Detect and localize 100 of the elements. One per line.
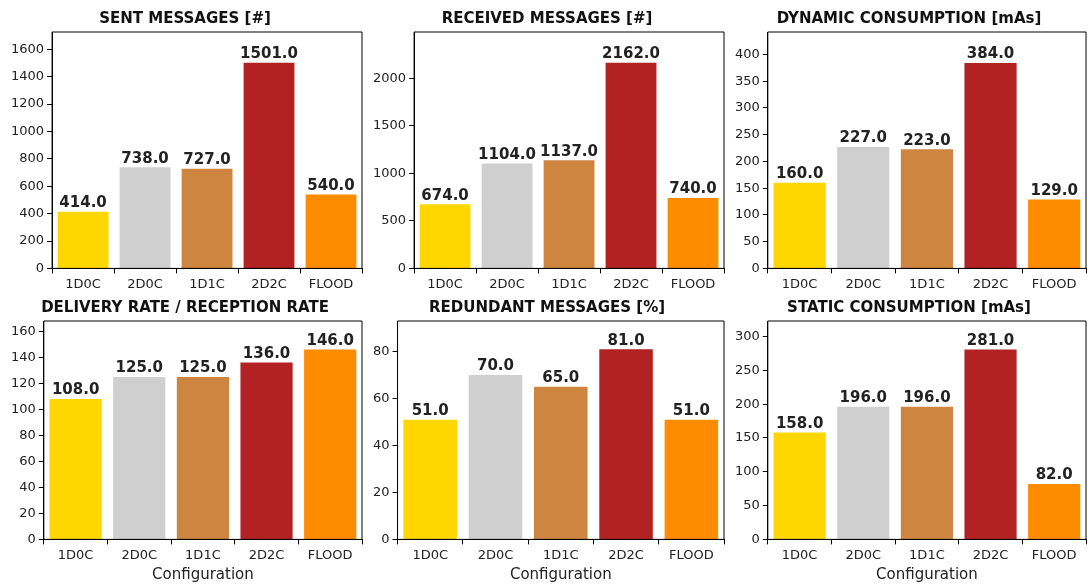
bar (773, 432, 826, 539)
bar (900, 406, 953, 539)
x-tick-label: 2D0C (121, 546, 158, 562)
y-tick-label: 1000 (10, 122, 45, 138)
y-tick-label: 120 (10, 374, 36, 390)
x-tick-label: 1D0C (412, 546, 449, 562)
y-tick-label: 1600 (10, 40, 45, 56)
bar (1028, 483, 1081, 539)
y-tick-label: 200 (19, 232, 45, 248)
y-tick-label: 250 (734, 126, 760, 142)
bar (304, 349, 357, 539)
bar (181, 168, 233, 268)
bar (403, 419, 457, 539)
bar (419, 204, 471, 268)
x-tick-label: 1D0C (781, 275, 818, 291)
data-label: 738.0 (121, 148, 169, 167)
data-label: 65.0 (542, 368, 580, 387)
x-tick-label: 1D1C (185, 546, 221, 562)
x-tick-label: 1D1C (909, 546, 945, 562)
bar (305, 194, 357, 268)
y-tick-label: 40 (19, 478, 36, 494)
data-label: 158.0 (775, 413, 824, 432)
x-tick-label: FLOOD (307, 546, 353, 562)
x-tick-label: 2D2C (248, 546, 285, 562)
data-label: 1137.0 (540, 141, 598, 160)
y-tick-label: 800 (19, 150, 45, 166)
chart-title: DYNAMIC CONSUMPTION [mAs] (776, 8, 1042, 27)
y-tick-label: 0 (381, 530, 390, 546)
x-tick-label: 1D1C (909, 275, 945, 291)
y-tick-label: 250 (734, 361, 760, 377)
bar (57, 211, 109, 268)
y-tick-label: 0 (751, 259, 760, 275)
data-label: 51.0 (411, 401, 449, 420)
y-tick-label: 0 (397, 259, 407, 275)
data-label: 196.0 (903, 388, 951, 407)
y-tick-label: 0 (27, 530, 36, 546)
data-label: 2162.0 (602, 44, 660, 63)
y-tick-label: 100 (10, 400, 36, 416)
x-tick-label: 1D0C (57, 546, 94, 562)
x-axis-title: Configuration (876, 564, 978, 583)
data-label: 414.0 (59, 193, 107, 212)
data-label: 125.0 (115, 358, 163, 377)
data-label: 740.0 (669, 179, 717, 198)
bar (1028, 199, 1081, 268)
y-tick-label: 400 (19, 204, 45, 220)
x-axis-title: Configuration (152, 564, 254, 583)
x-tick-label: 1D1C (551, 275, 587, 291)
bar (837, 146, 890, 268)
x-tick-label: 2D0C (845, 275, 882, 291)
bar (900, 149, 953, 268)
data-label: 227.0 (839, 128, 887, 147)
data-label: 70.0 (476, 356, 514, 375)
bar (599, 349, 653, 539)
data-label: 146.0 (306, 330, 354, 349)
y-tick-label: 80 (373, 342, 390, 358)
data-label: 160.0 (775, 164, 824, 183)
y-tick-label: 20 (19, 504, 36, 520)
y-tick-label: 1000 (372, 164, 407, 180)
y-tick-label: 50 (743, 496, 760, 512)
data-label: 136.0 (242, 343, 291, 362)
bar (243, 62, 295, 268)
y-tick-label: 300 (734, 327, 760, 343)
bar (113, 376, 166, 539)
chart-title: STATIC CONSUMPTION [mAs] (787, 297, 1031, 316)
data-label: 108.0 (51, 380, 100, 399)
x-tick-label: 1D0C (65, 275, 101, 291)
y-tick-label: 350 (734, 72, 760, 88)
x-tick-label: 2D2C (608, 546, 644, 562)
data-label: 51.0 (672, 401, 710, 420)
bar (534, 386, 588, 539)
bar (176, 376, 229, 539)
x-tick-label: 1D0C (781, 546, 818, 562)
bar (773, 182, 826, 268)
y-tick-label: 200 (734, 395, 760, 411)
y-tick-label: 50 (743, 233, 760, 249)
y-tick-label: 100 (734, 206, 760, 222)
x-tick-label: 1D1C (189, 275, 225, 291)
y-tick-label: 100 (734, 463, 760, 479)
y-tick-label: 140 (10, 348, 36, 364)
data-label: 129.0 (1030, 180, 1078, 199)
data-label: 1501.0 (240, 44, 298, 63)
x-tick-label: 1D0C (427, 275, 463, 291)
data-label: 281.0 (966, 330, 1015, 349)
x-tick-label: FLOOD (668, 546, 714, 562)
y-tick-label: 0 (35, 259, 45, 275)
x-tick-label: FLOOD (1031, 546, 1077, 562)
y-tick-label: 2000 (372, 69, 407, 85)
x-tick-label: 2D0C (127, 275, 163, 291)
data-label: 223.0 (903, 130, 951, 149)
x-tick-label: 2D0C (845, 546, 882, 562)
chart-title: SENT MESSAGES [#] (99, 8, 271, 27)
bar (605, 62, 657, 268)
data-label: 1104.0 (478, 144, 536, 163)
y-tick-label: 600 (19, 177, 45, 193)
x-tick-label: 2D0C (477, 546, 514, 562)
y-tick-label: 500 (381, 212, 407, 228)
bar (481, 163, 533, 268)
data-label: 125.0 (179, 358, 227, 377)
bar (964, 349, 1017, 539)
x-tick-label: FLOOD (670, 275, 716, 291)
